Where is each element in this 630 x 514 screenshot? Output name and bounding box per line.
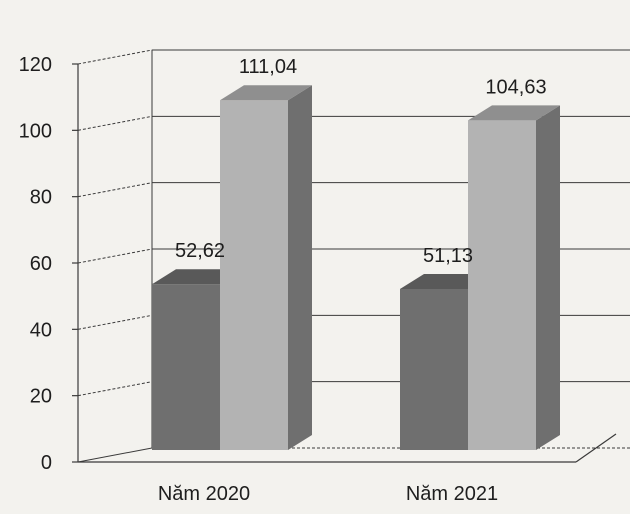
bar-front-face (468, 120, 536, 450)
side-gridline (77, 314, 153, 330)
side-gridline (77, 447, 153, 463)
data-label: 111,04 (239, 56, 297, 78)
side-gridline (77, 182, 153, 198)
bar (468, 105, 560, 450)
x-category-label: Năm 2021 (406, 483, 498, 505)
y-tick-label: 60 (30, 253, 52, 275)
bars (152, 85, 560, 450)
data-label: 51,13 (423, 245, 473, 267)
data-labels: 52,62 51,13 111,04 104,63 (175, 56, 547, 267)
data-label: 52,62 (175, 240, 225, 262)
bar-top-face (220, 85, 312, 101)
side-gridline (77, 115, 153, 131)
y-tick-label: 0 (41, 452, 52, 474)
y-tick-label: 20 (30, 386, 52, 408)
y-tick-label: 100 (19, 120, 52, 142)
x-axis-labels: Năm 2020 Năm 2021 (158, 483, 498, 505)
side-gridline (77, 248, 153, 264)
side-gridline (77, 49, 153, 65)
bar-top-face (468, 105, 560, 121)
bar-side-face (536, 105, 560, 450)
y-tick-label: 120 (19, 54, 52, 76)
y-axis: 0 20 40 60 80 100 120 (19, 54, 79, 474)
bar-side-face (288, 85, 312, 450)
bar-front-face (400, 288, 468, 450)
y-tick-label: 40 (30, 319, 52, 341)
bar (220, 85, 312, 450)
bar-front-face (220, 100, 288, 450)
data-label: 104,63 (485, 76, 546, 98)
side-gridline (77, 381, 153, 397)
floor-right-edge (575, 433, 617, 463)
y-tick-label: 80 (30, 187, 52, 209)
bar-front-face (152, 284, 220, 450)
x-category-label: Năm 2020 (158, 483, 250, 505)
